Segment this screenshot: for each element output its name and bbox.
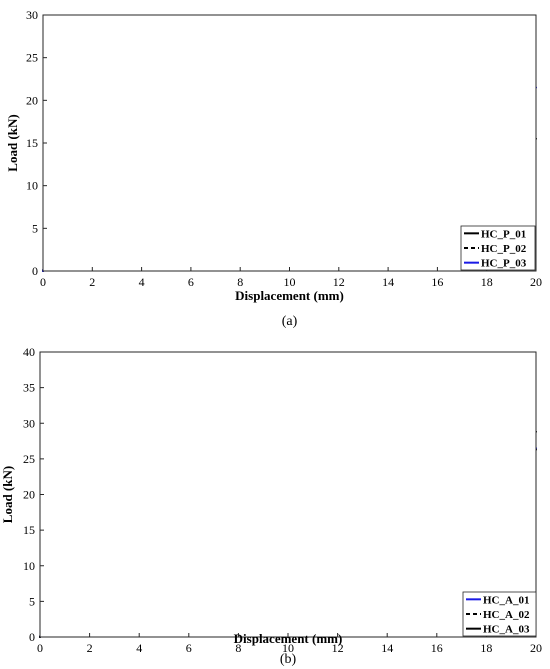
y-tick-label: 25	[23, 452, 35, 466]
figure-caption: (a)	[282, 314, 298, 329]
legend-entry-label: HC_A_01	[483, 594, 529, 606]
x-axis-label: Displacement (mm)	[234, 631, 343, 646]
x-tick-label: 20	[530, 641, 542, 655]
y-tick-label: 10	[23, 559, 35, 573]
chart-panel-2: 0 2 4 6 8 10 12 14 16 18 20 0 5 10 15 20 25 30 35 40 Displac…	[0, 345, 542, 655]
x-axis-label: Displacement (mm)	[235, 288, 344, 303]
x-tick-label: 0	[37, 641, 43, 655]
x-tick-label: 14	[382, 275, 394, 289]
plot-frame	[42, 14, 537, 272]
x-tick-label: 18	[481, 275, 493, 289]
y-axis-label: Load (kN)	[5, 114, 20, 171]
legend-entry-label: HC_P_01	[481, 228, 526, 240]
figure-caption: (b)	[280, 652, 297, 667]
legend-entry-label: HC_P_02	[481, 243, 527, 255]
x-tick-label: 2	[89, 275, 95, 289]
legend-entry-label: HC_P_03	[481, 258, 527, 270]
x-tick-label: 8	[235, 641, 241, 655]
chart-panel-1: 0 2 4 6 8 10 12 14 16 18 20 0 5 10 15 20 25 30 Displacemen…	[5, 8, 542, 303]
x-tick-label: 10	[282, 641, 294, 655]
y-tick-label: 0	[29, 630, 35, 644]
y-tick-label: 20	[23, 488, 35, 502]
y-tick-label: 30	[23, 416, 35, 430]
x-tick-label: 4	[139, 275, 145, 289]
x-tick-label: 12	[332, 641, 344, 655]
plot-frame	[39, 351, 537, 638]
legend-entry-label: HC_A_02	[483, 609, 530, 621]
x-tick-label: 8	[237, 275, 243, 289]
y-tick-label: 5	[32, 221, 38, 235]
y-axis-label: Load (kN)	[0, 466, 15, 523]
y-tick-label: 25	[26, 51, 38, 65]
y-tick-label: 0	[32, 264, 38, 278]
x-tick-label: 6	[188, 275, 194, 289]
y-tick-label: 5	[29, 594, 35, 608]
x-tick-label: 12	[333, 275, 345, 289]
legend: HC_P_01 HC_P_02 HC_P_03	[460, 225, 536, 271]
axis-ticks: 0 2 4 6 8 10 12 14 16 18 20 0 5 10 15 20 25 30	[26, 8, 542, 289]
x-tick-label: 0	[40, 275, 46, 289]
x-tick-label: 10	[284, 275, 296, 289]
y-tick-label: 10	[26, 179, 38, 193]
x-tick-label: 6	[186, 641, 192, 655]
y-tick-label: 20	[26, 93, 38, 107]
x-tick-label: 2	[87, 641, 93, 655]
x-tick-label: 4	[136, 641, 142, 655]
legend-entry-label: HC_A_03	[483, 624, 530, 636]
x-tick-label: 16	[431, 275, 443, 289]
x-tick-label: 18	[480, 641, 492, 655]
y-tick-label: 40	[23, 345, 35, 359]
x-tick-label: 16	[431, 641, 443, 655]
y-tick-label: 15	[26, 136, 38, 150]
axis-ticks: 0 2 4 6 8 10 12 14 16 18 20 0 5 10 15 20 25 30 35 40	[23, 345, 542, 655]
x-tick-label: 20	[530, 275, 542, 289]
x-tick-label: 14	[381, 641, 393, 655]
y-tick-label: 30	[26, 8, 38, 22]
legend: HC_A_01 HC_A_02 HC_A_03	[462, 591, 537, 637]
y-tick-label: 35	[23, 381, 35, 395]
y-tick-label: 15	[23, 523, 35, 537]
